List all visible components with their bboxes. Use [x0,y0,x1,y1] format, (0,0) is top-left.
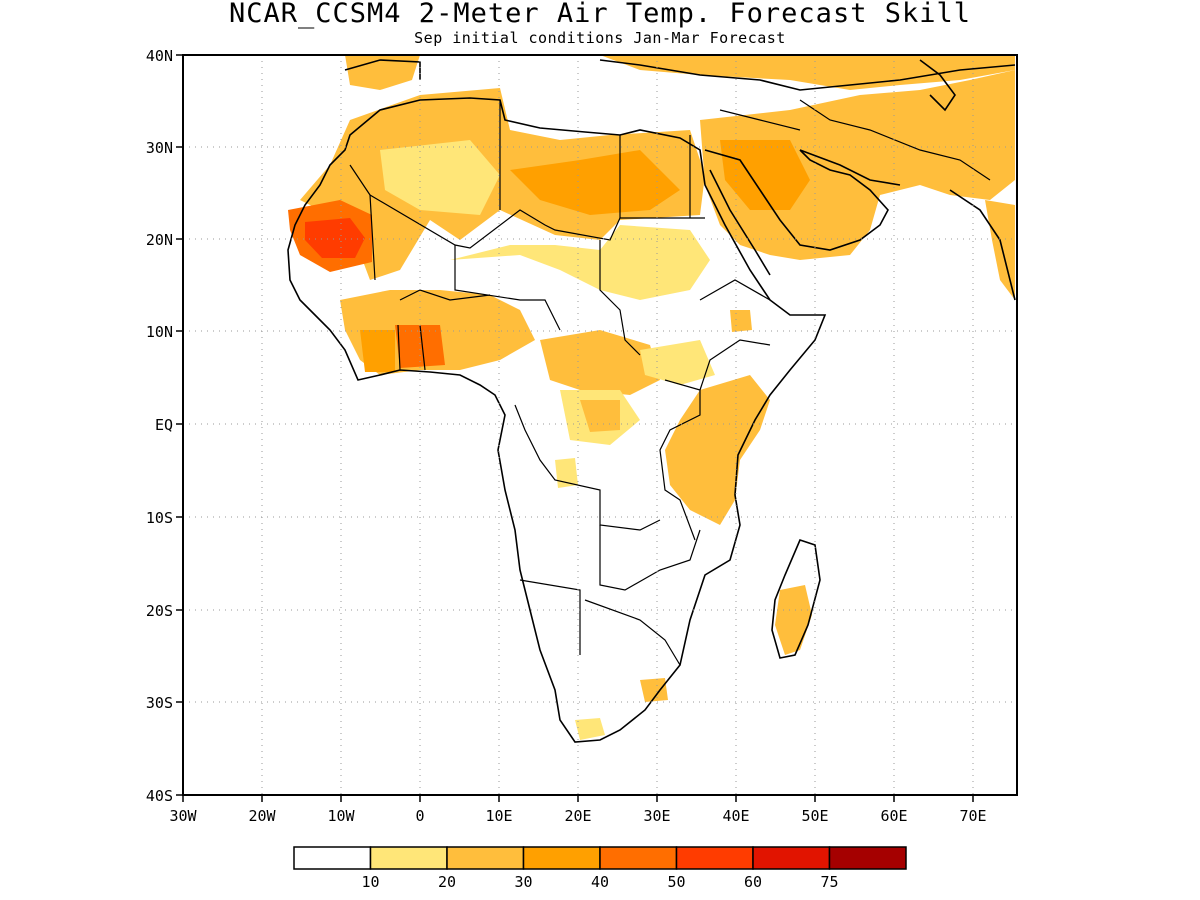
legend-label: 60 [744,873,762,891]
lon-label: 70E [959,807,986,825]
shade-sahara-west [300,88,705,280]
legend-label: 10 [361,873,379,891]
lat-label: 10S [146,509,173,527]
map-subtitle: Sep initial conditions Jan-Mar Forecast [414,29,786,47]
map-area [176,54,1018,802]
shade-iberia [345,55,420,90]
red-sea-east [709,169,771,276]
legend-label: 20 [438,873,456,891]
madagascar-coast [771,539,821,659]
lat-labels: 40N 30N 20N 10N EQ 10S 20S 30S 40S [146,47,173,805]
lon-label: 0 [415,807,424,825]
shade-arabia [700,70,1015,260]
skill-shading [288,55,1015,740]
legend-label: 75 [820,873,838,891]
shade-east [665,375,770,525]
shade-north-strip [600,55,1015,90]
shade-arabia-inner [720,140,810,210]
caspian [919,59,956,112]
map-frame [182,54,1018,796]
lon-label: 10E [485,807,512,825]
lat-label: 40S [146,787,173,805]
legend-swatch [293,846,372,870]
lat-label: 20N [146,231,173,249]
shade-sahel [450,225,710,300]
lat-label: 30S [146,694,173,712]
shade-south-2 [575,718,605,740]
lon-labels: 30W 20W 10W 0 10E 20E 30E 40E 50E 60E 70… [169,807,986,825]
shade-ivory [360,330,395,372]
shade-india [985,200,1015,300]
shade-east-yellow [640,340,715,385]
shade-central [540,330,660,395]
lat-label: 30N [146,139,173,157]
europe-coast [344,59,1016,91]
legend-label: 50 [667,873,685,891]
legend-swatch [675,846,754,870]
shade-ghana [395,325,445,368]
shade-libya-egypt [510,150,680,215]
shade-south-3 [640,678,668,702]
lon-label: 20W [248,807,276,825]
country-borders [349,99,991,666]
color-legend: 10 20 30 40 50 60 75 [293,846,907,891]
shade-south-1 [555,458,578,488]
india-coast [949,189,1016,301]
legend-swatch [599,846,678,870]
lat-label: 10N [146,323,173,341]
lon-label: 20E [564,807,591,825]
lat-label: EQ [155,416,173,434]
lon-label: 60E [880,807,907,825]
legend-swatch [522,846,601,870]
legend-swatch [828,846,907,870]
graticule [183,55,1017,795]
shade-mauritania-core [305,218,365,258]
persian-gulf [799,149,901,186]
lon-label: 10W [327,807,355,825]
shade-sahara-inner [380,140,500,215]
shade-ethiopia-spot [730,310,752,332]
lat-label: 40N [146,47,173,65]
coastlines [287,59,1016,743]
africa-coastline [287,97,827,743]
legend-swatch [446,846,525,870]
legend-label: 40 [591,873,609,891]
shade-madagascar [775,585,812,655]
map-title: NCAR_CCSM4 2-Meter Air Temp. Forecast Sk… [229,0,971,29]
legend-label: 30 [514,873,532,891]
lon-label: 50E [801,807,828,825]
arabia-coast [704,149,889,251]
lon-label: 40E [722,807,749,825]
legend-swatch [752,846,831,870]
lat-label: 20S [146,602,173,620]
legend-swatch [369,846,448,870]
lon-label: 30W [169,807,197,825]
lon-label: 30E [643,807,670,825]
